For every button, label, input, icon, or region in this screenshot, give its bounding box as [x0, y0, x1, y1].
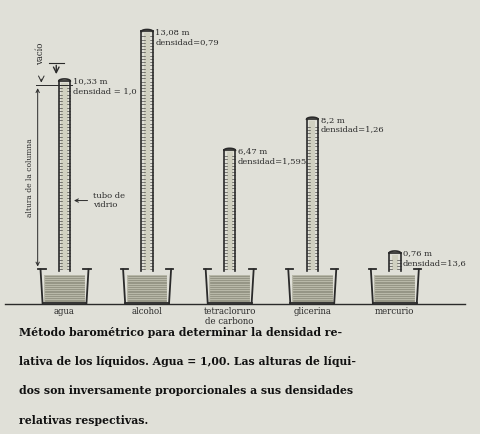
Text: densidad=1,26: densidad=1,26: [321, 125, 384, 134]
Text: alcohol: alcohol: [132, 307, 163, 316]
Bar: [61, 83, 68, 270]
Text: 6,47 m: 6,47 m: [238, 147, 267, 155]
Text: tetracloruro
de carbono: tetracloruro de carbono: [204, 307, 256, 326]
Text: tubo de
vidrio: tubo de vidrio: [93, 192, 125, 209]
Text: relativas respectivas.: relativas respectivas.: [19, 414, 148, 426]
Text: 10,33 m: 10,33 m: [73, 77, 107, 85]
Text: dos son inversamente proporcionales a sus densidades: dos son inversamente proporcionales a su…: [19, 385, 353, 396]
Text: densidad = 1,0: densidad = 1,0: [73, 87, 136, 95]
Text: agua: agua: [54, 307, 75, 316]
Bar: [227, 152, 233, 270]
Text: vacío: vacío: [36, 43, 45, 65]
Bar: [209, 275, 250, 303]
Bar: [44, 275, 85, 303]
Text: densidad=1,595: densidad=1,595: [238, 157, 307, 164]
Text: lativa de los líquidos. Agua = 1,00. Las alturas de líqui-: lativa de los líquidos. Agua = 1,00. Las…: [19, 356, 356, 367]
Text: 13,08 m: 13,08 m: [156, 28, 190, 36]
Bar: [144, 33, 150, 270]
Bar: [292, 275, 333, 303]
Text: densidad=0,79: densidad=0,79: [156, 38, 219, 46]
Text: densidad=13,6: densidad=13,6: [403, 260, 467, 267]
Bar: [392, 255, 398, 270]
Text: 0,76 m: 0,76 m: [403, 250, 432, 257]
Text: glicerina: glicerina: [293, 307, 331, 316]
Text: Método barométrico para determinar la densidad re-: Método barométrico para determinar la de…: [19, 327, 342, 338]
Bar: [374, 275, 415, 303]
Text: mercurio: mercurio: [375, 307, 415, 316]
Text: altura de la columna: altura de la columna: [25, 138, 34, 217]
Bar: [127, 275, 168, 303]
Text: 8,2 m: 8,2 m: [321, 116, 344, 124]
Bar: [309, 121, 315, 270]
